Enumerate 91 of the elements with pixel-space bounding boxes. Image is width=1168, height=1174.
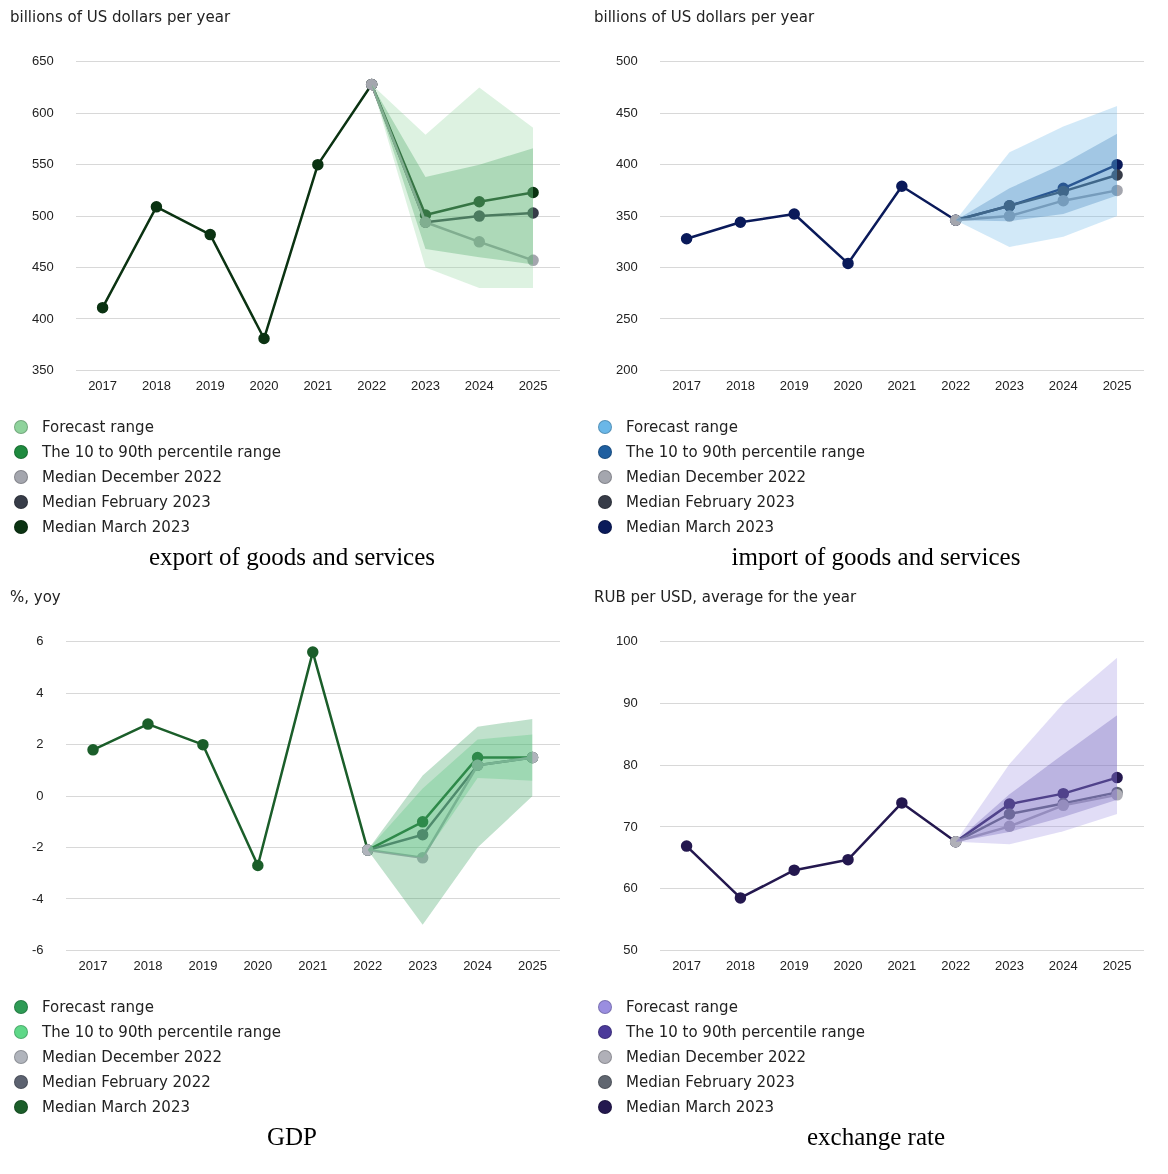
legend-label: Median December 2022 [626, 467, 807, 486]
x-tick-label: 2025 [1102, 377, 1132, 393]
x-tick-label: 2024 [1048, 957, 1078, 973]
y-tick-label: 200 [615, 361, 638, 377]
legend-label: Median December 2022 [626, 1047, 807, 1066]
x-tick-label: 2025 [1102, 957, 1132, 973]
legend-label: Median February 2023 [626, 1072, 795, 1091]
legend-label: Median February 2023 [42, 492, 211, 511]
legend-label: The 10 to 90th percentile range [42, 1022, 281, 1041]
y-tick-label: 450 [31, 259, 54, 275]
y-tick-label: 80 [623, 756, 638, 772]
legend-label: The 10 to 90th percentile range [626, 442, 865, 461]
x-tick-label: 2022 [941, 377, 971, 393]
x-tick-label: 2024 [1048, 377, 1078, 393]
x-tick-label: 2017 [78, 957, 108, 973]
x-tick-label: 2024 [463, 957, 493, 973]
y-axis-title: RUB per USD, average for the year [594, 588, 858, 608]
y-axis-title: %, yoy [10, 588, 62, 608]
y-tick-label: 100 [615, 633, 638, 649]
y-tick-label: 6 [36, 633, 44, 649]
x-tick-label: 2019 [779, 957, 809, 973]
legend-label: The 10 to 90th percentile range [42, 442, 281, 461]
legend-label: Forecast range [626, 417, 738, 436]
y-tick-label: 600 [31, 104, 54, 120]
legend-label: Median February 2022 [42, 1072, 211, 1091]
y-tick-label: 350 [615, 207, 638, 223]
x-tick-label: 2021 [887, 957, 917, 973]
legend-label: The 10 to 90th percentile range [626, 1022, 865, 1041]
x-tick-label: 2020 [243, 957, 273, 973]
y-axis-title: billions of US dollars per year [594, 8, 816, 28]
y-tick-label: 90 [623, 695, 638, 711]
x-tick-label: 2022 [353, 957, 383, 973]
x-tick-label: 2023 [995, 957, 1024, 973]
x-tick-label: 2020 [833, 957, 863, 973]
y-tick-label: 550 [31, 156, 54, 172]
y-axis-title: billions of US dollars per year [10, 8, 232, 28]
y-tick-label: 400 [615, 156, 638, 172]
y-tick-label: 4 [36, 684, 44, 700]
legend-label: Median March 2023 [42, 1097, 190, 1116]
x-tick-label: 2017 [672, 377, 702, 393]
y-tick-label: 50 [623, 941, 638, 957]
x-tick-label: 2017 [88, 377, 118, 393]
x-tick-label: 2019 [188, 957, 218, 973]
x-tick-label: 2020 [833, 377, 863, 393]
x-tick-label: 2017 [672, 957, 702, 973]
x-tick-label: 2021 [887, 377, 917, 393]
x-tick-label: 2025 [518, 957, 547, 973]
y-tick-label: -4 [32, 890, 44, 906]
legend-label: Median February 2023 [626, 492, 795, 511]
y-tick-label: 70 [623, 818, 638, 834]
legend-label: Forecast range [626, 997, 738, 1016]
text: GDP [266, 1123, 318, 1151]
x-tick-label: 2022 [941, 957, 971, 973]
text: export of goods and services [147, 543, 436, 571]
x-tick-label: 2018 [133, 957, 163, 973]
y-tick-label: 650 [31, 53, 54, 69]
legend-label: Forecast range [42, 997, 154, 1016]
x-tick-label: 2020 [249, 377, 279, 393]
legend-label: Median March 2023 [626, 1097, 774, 1116]
y-tick-label: 500 [615, 53, 638, 69]
y-tick-label: 300 [615, 259, 638, 275]
legend-label: Median March 2023 [42, 517, 190, 536]
x-tick-label: 2021 [303, 377, 333, 393]
y-tick-label: -6 [32, 941, 44, 957]
y-tick-label: 0 [36, 787, 44, 803]
y-tick-label: 450 [615, 104, 638, 120]
y-tick-label: 400 [31, 310, 54, 326]
y-tick-label: 250 [615, 310, 638, 326]
x-tick-label: 2023 [995, 377, 1024, 393]
y-tick-label: 60 [623, 880, 638, 896]
y-tick-label: 350 [31, 361, 54, 377]
x-tick-label: 2019 [779, 377, 809, 393]
y-tick-label: 500 [31, 207, 54, 223]
x-tick-label: 2023 [411, 377, 440, 393]
x-tick-label: 2022 [357, 377, 387, 393]
x-tick-label: 2018 [725, 377, 755, 393]
legend-label: Median March 2023 [626, 517, 774, 536]
text: import of goods and services [730, 543, 1022, 571]
x-tick-label: 2018 [141, 377, 171, 393]
x-tick-label: 2025 [518, 377, 548, 393]
x-tick-label: 2024 [464, 377, 494, 393]
legend-label: Median December 2022 [42, 467, 223, 486]
legend-label: Median December 2022 [42, 1047, 223, 1066]
legend-label: Forecast range [42, 417, 154, 436]
text: exchange rate [805, 1123, 947, 1151]
x-tick-label: 2018 [725, 957, 755, 973]
x-tick-label: 2019 [195, 377, 225, 393]
y-tick-label: 2 [36, 736, 44, 752]
x-tick-label: 2021 [298, 957, 328, 973]
y-tick-label: -2 [32, 839, 44, 855]
x-tick-label: 2023 [408, 957, 438, 973]
